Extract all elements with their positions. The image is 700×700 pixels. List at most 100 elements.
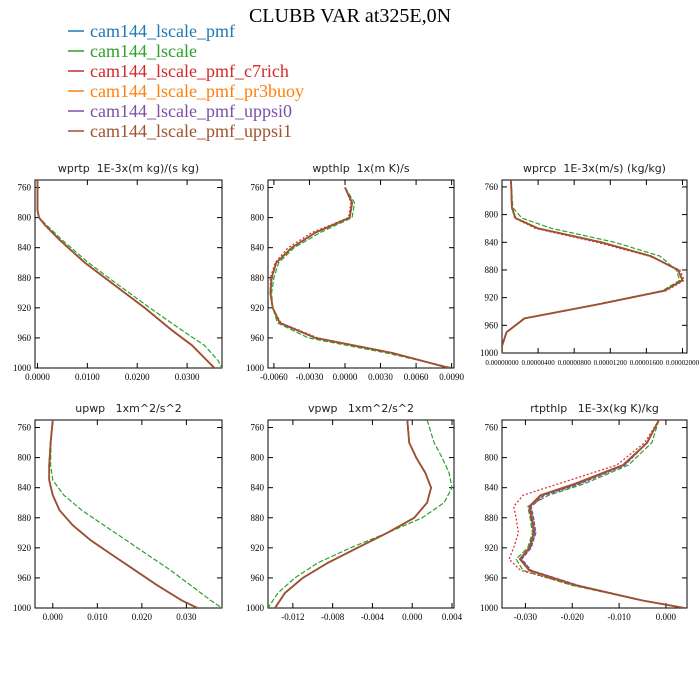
panel-title: wprcp 1E-3x(m/s) (kg/kg) xyxy=(523,162,666,175)
y-tick-label: 760 xyxy=(18,423,32,433)
x-tick-label: 0.0030 xyxy=(368,372,393,382)
plot-frame xyxy=(34,179,223,369)
plot-frame xyxy=(267,419,455,609)
plot-frame xyxy=(501,179,688,354)
y-tick-label: 800 xyxy=(251,213,265,223)
y-tick-label: 920 xyxy=(485,293,499,303)
y-tick-label: 920 xyxy=(251,303,265,313)
y-tick-label: 880 xyxy=(18,273,32,283)
series-line-6 xyxy=(36,180,216,368)
panel-2: wpthlp 1x(m K)/s7608008408809209601000-0… xyxy=(246,162,465,382)
y-tick-label: 760 xyxy=(18,183,32,193)
x-tick-label: 0.0000 xyxy=(25,372,50,382)
legend-label: cam144_lscale_pmf_uppsi0 xyxy=(90,101,292,121)
series-line-2 xyxy=(36,180,222,368)
x-tick-label: 0.010 xyxy=(87,612,108,622)
series-line-2 xyxy=(49,420,222,608)
y-tick-label: 800 xyxy=(485,453,499,463)
series-line-3 xyxy=(274,420,432,608)
x-tick-label: 0.00002000 xyxy=(666,359,700,367)
x-tick-label: -0.030 xyxy=(514,612,538,622)
y-tick-label: 1000 xyxy=(246,603,265,613)
y-tick-label: 760 xyxy=(485,182,499,192)
series-line-5 xyxy=(274,420,432,608)
x-tick-label: 0.000 xyxy=(43,612,64,622)
series-line-4 xyxy=(269,187,450,368)
x-tick-label: -0.0030 xyxy=(296,372,324,382)
panel-6: rtpthlp 1E-3x(kg K)/kg 760 800 840 880 920 960… xyxy=(480,402,688,622)
series-line-6 xyxy=(48,420,198,608)
x-tick-label: 0.00001600 xyxy=(630,359,664,367)
x-tick-label: 0.000 xyxy=(656,612,677,622)
panel-title: upwp 1xm^2/s^2 xyxy=(75,402,182,415)
panel-5: vpwp 1xm^2/s^2 760 800 840 880 920 960 1000 -0.0… xyxy=(246,402,463,622)
y-tick-label: 960 xyxy=(251,333,265,343)
y-tick-label: 840 xyxy=(251,243,265,253)
y-tick-label: 1000 xyxy=(246,363,265,373)
series-line-2 xyxy=(502,180,681,353)
y-tick-label: 880 xyxy=(251,513,265,523)
y-tick-label: 760 xyxy=(251,183,265,193)
plot-frame xyxy=(34,419,223,609)
series-line-1 xyxy=(36,180,216,368)
x-tick-label: -0.004 xyxy=(361,612,385,622)
x-tick-label: 0.00001200 xyxy=(594,359,628,367)
series-line-2 xyxy=(268,420,453,608)
series-line-5 xyxy=(36,180,216,368)
x-tick-label: 0.0060 xyxy=(404,372,429,382)
series-line-3 xyxy=(269,187,449,368)
series-line-3 xyxy=(48,420,198,608)
series-line-1 xyxy=(274,420,432,608)
series-line-6 xyxy=(274,420,433,608)
y-tick-label: 920 xyxy=(18,303,32,313)
y-tick-label: 840 xyxy=(485,483,499,493)
series-line-5 xyxy=(269,187,450,368)
legend-label: cam144_lscale_pmf_pr3buoy xyxy=(90,81,304,101)
y-tick-label: 1000 xyxy=(13,363,32,373)
y-tick-label: 840 xyxy=(251,483,265,493)
y-tick-label: 960 xyxy=(18,333,32,343)
series-line-1 xyxy=(269,187,450,368)
panel-1: wprtp 1E-3x(m kg)/(s kg) 760 800 840 880 920 9… xyxy=(13,162,223,382)
y-tick-label: 920 xyxy=(18,543,32,553)
y-tick-label: 1000 xyxy=(480,603,499,613)
y-tick-label: 800 xyxy=(18,213,32,223)
x-tick-label: 0.00000400 xyxy=(521,359,555,367)
series-line-3 xyxy=(36,180,215,368)
y-tick-label: 960 xyxy=(251,573,265,583)
x-tick-label: 0.030 xyxy=(176,612,197,622)
x-tick-label: 0.00000800 xyxy=(558,359,592,367)
series-line-2 xyxy=(271,187,453,368)
series-line-3 xyxy=(502,180,685,353)
series-line-4 xyxy=(36,180,215,368)
y-tick-label: 960 xyxy=(485,320,499,330)
x-tick-label: 0.0000 xyxy=(333,372,358,382)
y-tick-label: 920 xyxy=(251,543,265,553)
x-tick-label: -0.012 xyxy=(281,612,304,622)
x-tick-label: 0.0300 xyxy=(175,372,200,382)
panels: wprtp 1E-3x(m kg)/(s kg) 760 800 840 880 920 9… xyxy=(13,162,700,622)
series-line-5 xyxy=(520,420,685,608)
y-tick-label: 880 xyxy=(18,513,32,523)
panel-title: wprtp 1E-3x(m kg)/(s kg) xyxy=(58,162,199,175)
x-tick-label: -0.0060 xyxy=(260,372,288,382)
y-tick-label: 880 xyxy=(251,273,265,283)
legend: cam144_lscale_pmfcam144_lscalecam144_lsc… xyxy=(68,21,304,141)
y-tick-label: 840 xyxy=(18,243,32,253)
series-line-1 xyxy=(519,420,685,608)
series-line-1 xyxy=(48,420,198,608)
legend-label: cam144_lscale_pmf xyxy=(90,21,235,41)
y-tick-label: 800 xyxy=(18,453,32,463)
series-line-2 xyxy=(515,420,685,608)
y-tick-label: 840 xyxy=(485,237,499,247)
x-tick-label: 0.004 xyxy=(442,612,463,622)
y-tick-label: 760 xyxy=(251,423,265,433)
y-tick-label: 1000 xyxy=(13,603,32,613)
figure-title: CLUBB VAR at325E,0N xyxy=(249,5,451,27)
x-tick-label: -0.020 xyxy=(561,612,585,622)
y-tick-label: 800 xyxy=(485,210,499,220)
panel-4: upwp 1xm^2/s^2 760 800 840 880 920 960 1000 0.00… xyxy=(13,402,223,622)
series-line-4 xyxy=(520,420,685,608)
series-line-4 xyxy=(48,420,198,608)
y-tick-label: 880 xyxy=(485,513,499,523)
